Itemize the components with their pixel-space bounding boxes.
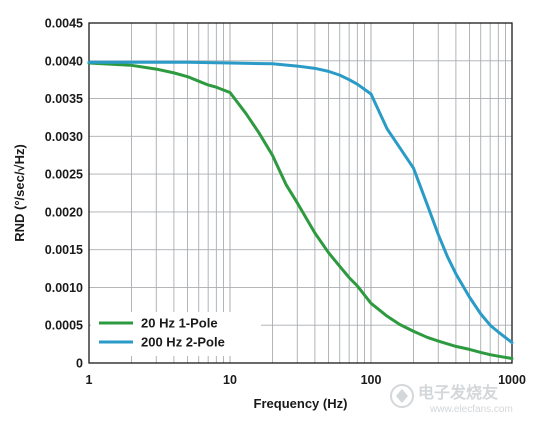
y-tick-label: 0.0030 [45, 130, 83, 144]
y-tick-label: 0.0015 [45, 243, 83, 257]
x-axis-title: Frequency (Hz) [254, 396, 348, 411]
grid-lines [89, 23, 512, 363]
series-line-1 [87, 60, 514, 345]
y-tick-label: 0.0045 [45, 17, 83, 31]
legend: 20 Hz 1-Pole 200 Hz 2-Pole [91, 312, 261, 356]
tick-labels: 0 0.0005 0.0010 0.0015 0.0020 0.0025 0.0030 0.0… [45, 17, 526, 388]
watermark-logo: 电子发烧友 www.elecfans.com [390, 383, 513, 415]
y-tick-label: 0.0035 [45, 92, 83, 106]
y-tick-label: 0.0020 [45, 205, 83, 219]
y-tick-label: 0.0025 [45, 168, 83, 182]
plot-frame [88, 22, 513, 364]
y-tick-label: 0 [76, 357, 83, 371]
series-lines [87, 60, 514, 360]
x-tick-label: 1 [86, 373, 93, 387]
x-tick-label: 1000 [498, 373, 526, 387]
y-tick-label: 0.0010 [45, 281, 83, 295]
legend-label-200hz-2-pole: 200 Hz 2-Pole [141, 335, 225, 350]
series-line-0 [87, 61, 514, 360]
legend-label-20hz-1-pole: 20 Hz 1-Pole [141, 316, 218, 331]
x-tick-label: 100 [361, 373, 382, 387]
watermark-url: www.elecfans.com [429, 404, 513, 415]
watermark-text: 电子发烧友 [418, 383, 499, 402]
x-tick-label: 10 [223, 373, 237, 387]
y-tick-label: 0.0040 [45, 54, 83, 68]
legend-background [91, 312, 261, 356]
y-axis-title: RND (°/sec/√Hz) [12, 144, 27, 242]
y-tick-label: 0.0005 [45, 319, 83, 333]
